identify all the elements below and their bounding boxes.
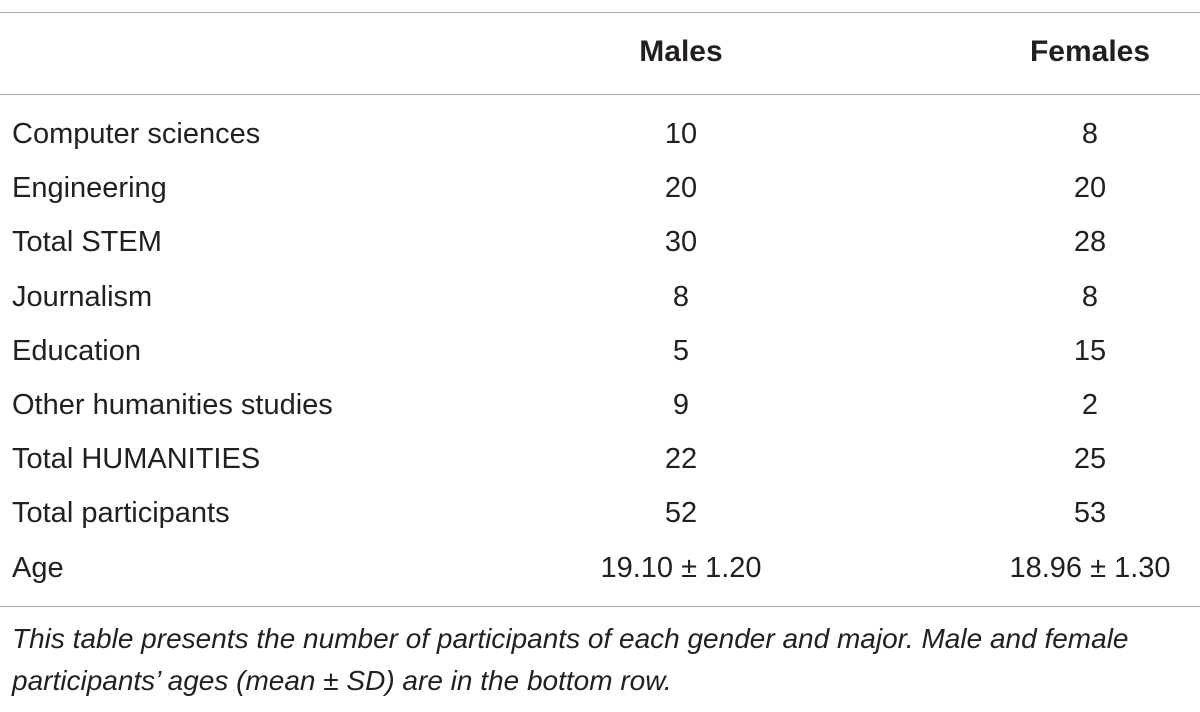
cell-males: 19.10 ± 1.20 <box>600 551 762 584</box>
cell-females: 25 <box>1073 443 1107 476</box>
header-males: Males <box>639 35 723 68</box>
table-row: Total HUMANITIES 22 25 <box>0 432 1200 486</box>
table-bottom-rule <box>0 606 1200 607</box>
table-row: Age 19.10 ± 1.20 18.96 ± 1.30 <box>0 541 1200 595</box>
cell-females: 8 <box>1081 280 1099 313</box>
table-row: Engineering 20 20 <box>0 161 1200 215</box>
table-body: Computer sciences 10 8 Engineering 20 20… <box>0 107 1200 595</box>
row-label: Total HUMANITIES <box>12 443 261 476</box>
table-header-row: Males Females <box>0 30 1200 74</box>
cell-females: 2 <box>1081 388 1099 421</box>
table-row: Computer sciences 10 8 <box>0 107 1200 161</box>
table-row: Education 5 15 <box>0 324 1200 378</box>
cell-males: 20 <box>664 172 698 205</box>
cell-females: 15 <box>1073 334 1107 367</box>
cell-males: 52 <box>664 497 698 530</box>
table-row: Total STEM 30 28 <box>0 215 1200 269</box>
row-label: Education <box>12 334 141 367</box>
cell-females: 28 <box>1073 226 1107 259</box>
row-label: Journalism <box>12 280 153 313</box>
cell-males: 5 <box>672 334 690 367</box>
cell-males: 30 <box>664 226 698 259</box>
cell-males: 9 <box>672 388 690 421</box>
table-top-rule <box>0 12 1200 13</box>
cell-males: 10 <box>664 118 698 150</box>
row-label: Total STEM <box>12 226 162 259</box>
table-row: Journalism 8 8 <box>0 270 1200 324</box>
cell-males: 8 <box>672 280 690 313</box>
cell-females: 18.96 ± 1.30 <box>1009 551 1171 584</box>
row-label: Other humanities studies <box>12 388 333 421</box>
cell-females: 20 <box>1073 172 1107 205</box>
cell-females: 53 <box>1073 497 1107 530</box>
row-label: Age <box>12 551 64 584</box>
table-row: Other humanities studies 9 2 <box>0 378 1200 432</box>
table-header-rule <box>0 94 1200 95</box>
cell-females: 8 <box>1081 118 1099 150</box>
row-label: Computer sciences <box>12 118 261 150</box>
header-females: Females <box>1029 35 1151 68</box>
row-label: Engineering <box>12 172 167 205</box>
row-label: Total participants <box>12 497 230 530</box>
table-footnote: This table presents the number of partic… <box>12 623 1129 696</box>
table-row: Total participants 52 53 <box>0 486 1200 540</box>
cell-males: 22 <box>664 443 698 476</box>
